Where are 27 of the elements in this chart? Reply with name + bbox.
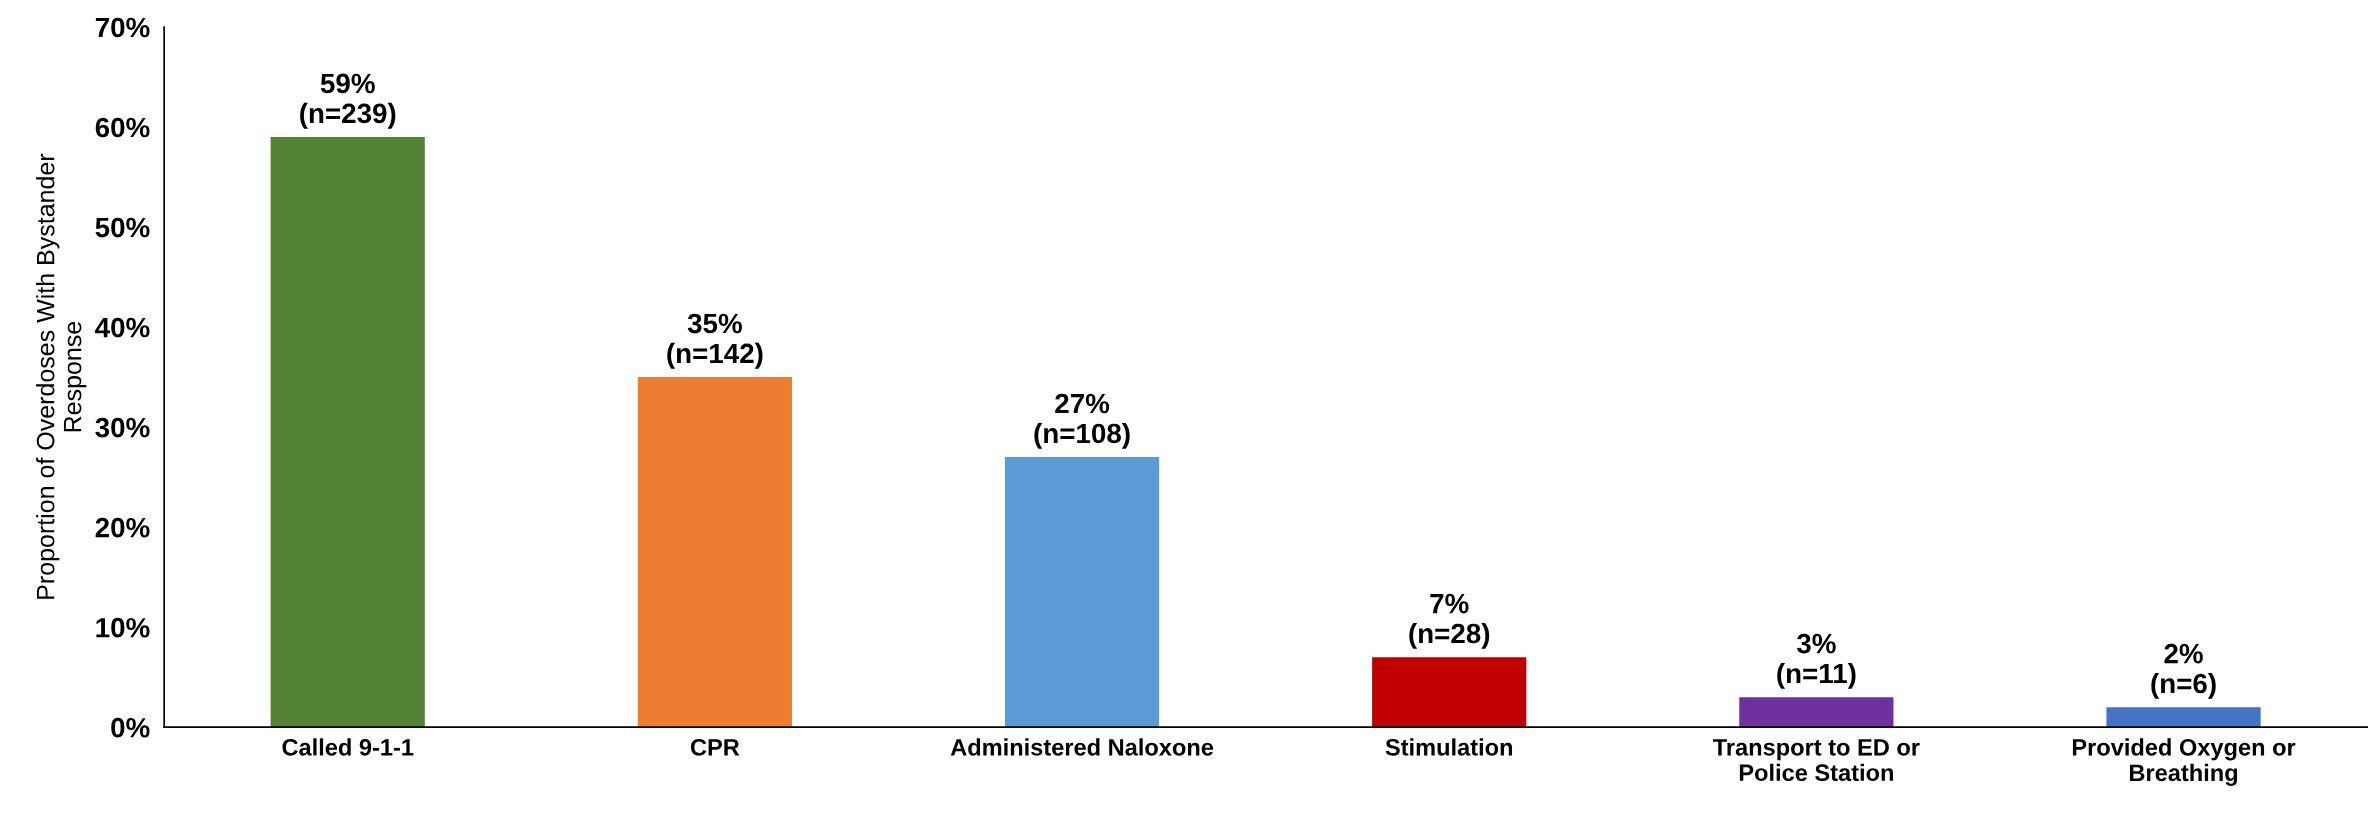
y-tick-label: 50% — [95, 217, 150, 238]
data-label: 2% (n=6) — [2151, 643, 2216, 699]
bar — [637, 377, 792, 728]
x-tick-label: Transport to ED or Police Station — [1713, 739, 1920, 782]
data-label: 59% (n=239) — [300, 73, 396, 129]
y-tick-label: 70% — [95, 17, 150, 38]
bar — [2106, 707, 2261, 728]
x-tick-label: CPR — [690, 738, 740, 756]
y-axis-title: Proportion of Overdoses With Bystander Response — [36, 153, 87, 599]
data-label: 35% (n=142) — [667, 313, 763, 369]
y-tick-label: 20% — [95, 517, 150, 538]
bar — [1004, 457, 1160, 728]
y-tick-label: 40% — [95, 317, 150, 338]
x-tick-label: Called 9-1-1 — [282, 738, 414, 756]
x-tick-label: Stimulation — [1385, 738, 1513, 756]
bar — [270, 137, 425, 728]
y-tick-label: 10% — [96, 617, 150, 638]
y-tick-label: 30% — [95, 417, 150, 438]
data-label: 7% (n=28) — [1409, 593, 1490, 649]
bar — [1372, 657, 1527, 728]
y-tick-label: 0% — [111, 717, 150, 738]
data-label: 3% (n=11) — [1777, 633, 1856, 689]
x-tick-label: Provided Oxygen or Breathing — [2072, 738, 2296, 786]
bar — [1739, 697, 1894, 728]
data-label: 27% (n=108) — [1034, 393, 1130, 449]
x-tick-label: Administered Naloxone — [950, 738, 1214, 756]
y-tick-label: 60% — [95, 117, 150, 138]
